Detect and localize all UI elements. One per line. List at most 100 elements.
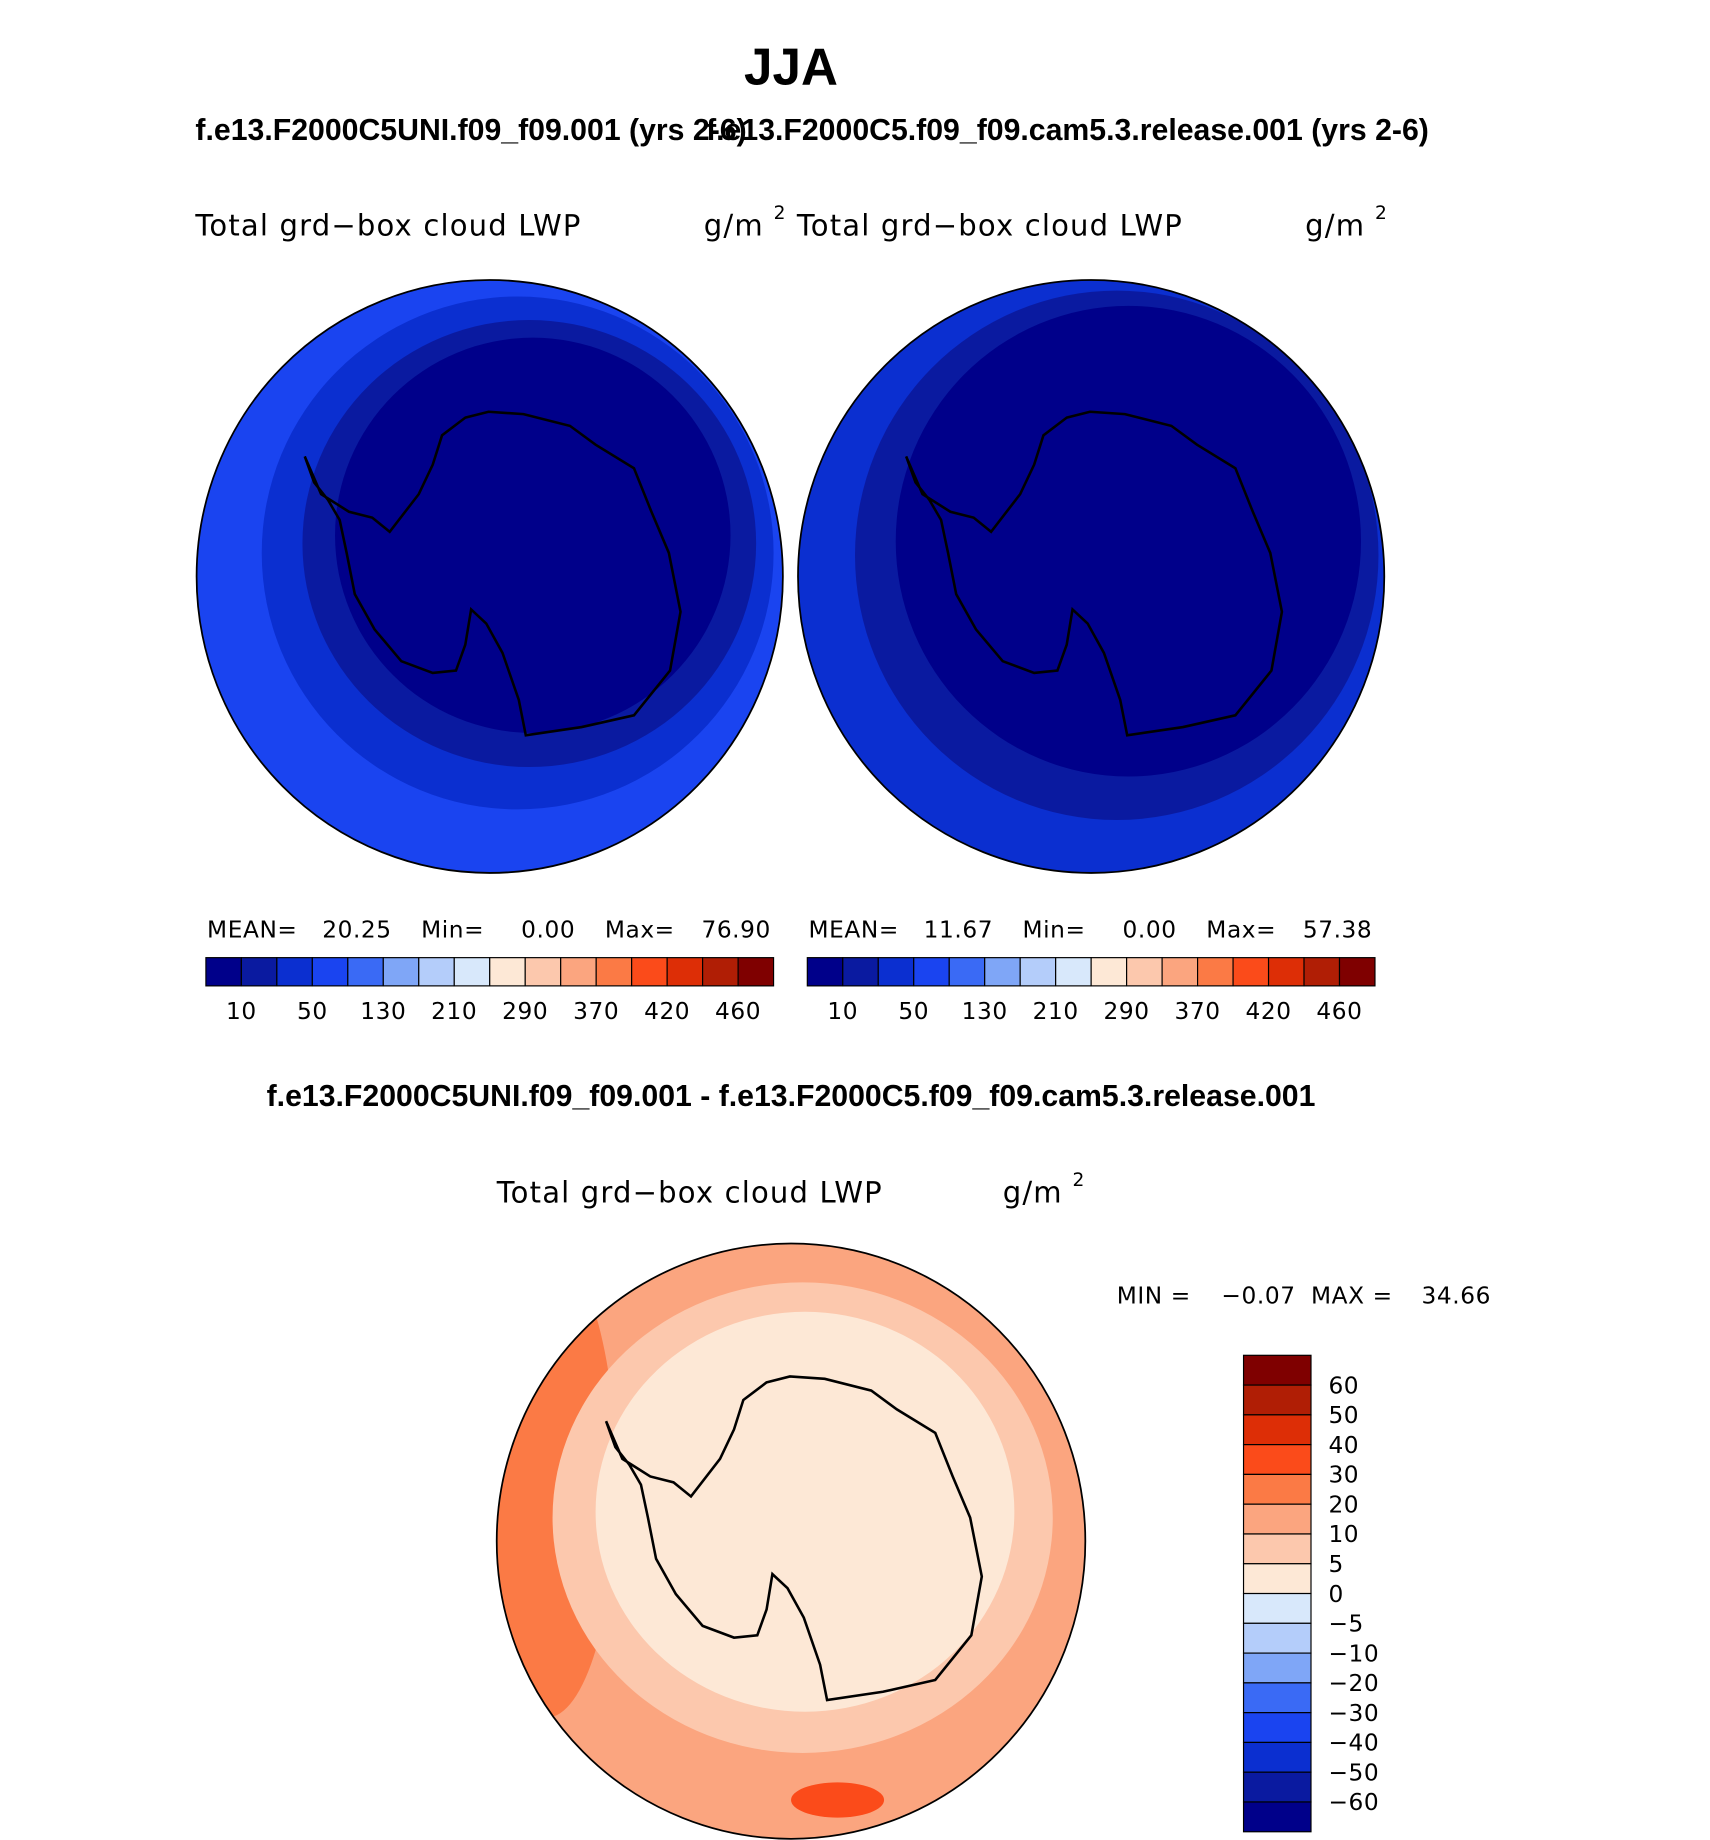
colorbar-box (1242, 1712, 1312, 1744)
colorbar-box (1303, 957, 1341, 987)
stat-label: MAX = (1311, 1281, 1393, 1309)
colorbar-label: 20 (1328, 1490, 1359, 1518)
colorbar-box (702, 957, 739, 987)
colorbar-box (737, 957, 775, 987)
stat-value: −0.07 (1221, 1281, 1295, 1309)
colorbar-box (1242, 1563, 1312, 1595)
colorbar-box (877, 957, 915, 987)
colorbar-label: 130 (962, 997, 1008, 1025)
units-exponent: 2 (1073, 1170, 1085, 1191)
colorbar-label: 460 (715, 997, 761, 1025)
stat-label: Min= (421, 916, 484, 944)
colorbar-box (806, 957, 844, 987)
colorbar-box (1242, 1801, 1312, 1833)
panel-subtitle: f.e13.F2000C5.f09_f09.cam5.3.release.001… (706, 113, 1429, 147)
colorbar-label: 10 (827, 997, 858, 1025)
colorbar-label: −5 (1328, 1609, 1363, 1637)
colorbar-label: 130 (360, 997, 406, 1025)
colorbar-label: 30 (1328, 1461, 1359, 1489)
colorbar-label: 50 (297, 997, 328, 1025)
colorbar-box (1242, 1771, 1312, 1803)
figure-title: JJA (744, 37, 838, 95)
stat-value: 11.67 (924, 916, 993, 944)
colorbar-label: −40 (1328, 1729, 1379, 1757)
colorbar-box (205, 957, 242, 987)
colorbar-label: 370 (1175, 997, 1221, 1025)
map (798, 280, 1385, 873)
colorbar-box (1338, 957, 1376, 987)
colorbar-box (1242, 1384, 1312, 1416)
panel-subtitle: f.e13.F2000C5UNI.f09_f09.001 (yrs 2-6) (195, 113, 746, 147)
colorbar-label: 10 (226, 997, 257, 1025)
colorbar-box (382, 957, 420, 987)
colorbar-label: −50 (1328, 1758, 1379, 1786)
colorbar-label: −10 (1328, 1639, 1379, 1667)
colorbar-box (1267, 957, 1305, 987)
stat-value: 57.38 (1303, 916, 1372, 944)
colorbar-box (1242, 1741, 1312, 1773)
colorbar-box (1161, 957, 1199, 987)
stat-value: 0.00 (521, 916, 575, 944)
map (496, 1243, 1086, 1839)
colorbar-box (595, 957, 633, 987)
colorbar-box (631, 957, 668, 987)
colorbar-box (276, 957, 313, 987)
colorbar-box (1242, 1503, 1312, 1535)
colorbar-label: 210 (1033, 997, 1079, 1025)
units-exponent: 2 (774, 203, 786, 224)
stat-value: 76.90 (701, 916, 770, 944)
colorbar-label: 5 (1328, 1550, 1343, 1578)
colorbar-label: 50 (1328, 1401, 1359, 1429)
colorbar-label: 370 (573, 997, 619, 1025)
colorbar-box (1242, 1354, 1312, 1386)
colorbar-label: 50 (898, 997, 929, 1025)
colorbar-box (560, 957, 597, 987)
stat-label: MEAN= (808, 916, 898, 944)
stat-label: MIN = (1117, 1281, 1191, 1309)
colorbar-box (1242, 1682, 1312, 1714)
colorbar-label: 460 (1316, 997, 1362, 1025)
panel-label: Total grd−box cloud LWP (194, 208, 581, 242)
colorbar-box (1242, 1533, 1312, 1565)
colorbar-box (1232, 957, 1270, 987)
stat-label: Min= (1023, 916, 1086, 944)
units: g/m (1305, 208, 1365, 242)
colorbar-label: 0 (1328, 1580, 1343, 1608)
colorbar-box (347, 957, 384, 987)
colorbar-label: 210 (431, 997, 477, 1025)
colorbar-label: 10 (1328, 1520, 1359, 1548)
stat-label: Max= (1206, 916, 1276, 944)
stat-value: 0.00 (1123, 916, 1177, 944)
panel-label: Total grd−box cloud LWP (496, 1175, 883, 1209)
colorbar-box (1242, 1622, 1312, 1654)
colorbar-box (1196, 957, 1234, 987)
colorbar-box (453, 957, 491, 987)
colorbar-box (1242, 1473, 1312, 1505)
colorbar-label: −30 (1328, 1699, 1379, 1727)
colorbar-box (1055, 957, 1092, 987)
colorbar-box (240, 957, 278, 987)
colorbar-box (1126, 957, 1163, 987)
panel-label: Total grd−box cloud LWP (796, 208, 1183, 242)
colorbar-box (524, 957, 562, 987)
colorbar-box (1019, 957, 1057, 987)
stat-label: Max= (605, 916, 675, 944)
colorbar-label: −20 (1328, 1669, 1379, 1697)
colorbar-box (1242, 1592, 1312, 1624)
colorbar-label: 60 (1328, 1371, 1359, 1399)
colorbar-label: 290 (1104, 997, 1150, 1025)
colorbar-label: −60 (1328, 1788, 1379, 1816)
colorbar-box (842, 957, 879, 987)
units-exponent: 2 (1375, 203, 1387, 224)
colorbar-box (311, 957, 349, 987)
units: g/m (704, 208, 764, 242)
colorbar-box (418, 957, 455, 987)
colorbar-box (489, 957, 526, 987)
colorbar-box (984, 957, 1021, 987)
colorbar-box (1242, 1444, 1312, 1475)
colorbar-box (666, 957, 704, 987)
colorbar-box (913, 957, 950, 987)
map (196, 280, 783, 873)
units: g/m (1003, 1175, 1063, 1209)
